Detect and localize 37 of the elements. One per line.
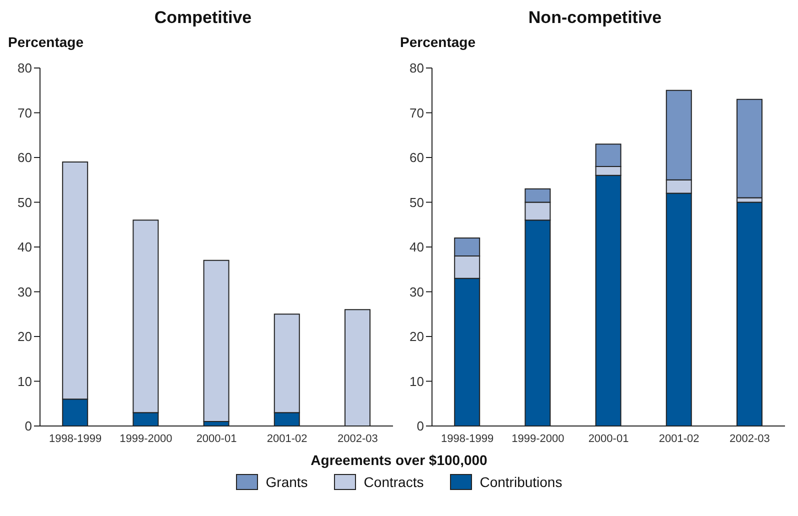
- y-tick-label: 0: [24, 418, 32, 434]
- y-tick-label: 60: [18, 150, 32, 166]
- legend-label: Contracts: [364, 474, 424, 490]
- y-tick-label: 50: [410, 194, 424, 210]
- y-tick-label: 10: [18, 374, 32, 389]
- x-tick-label: 2002-03: [338, 432, 378, 445]
- x-axis-title: Agreements over $100,000: [310, 452, 488, 468]
- y-tick-label: 80: [410, 60, 424, 76]
- x-tick-label: 2002-03: [730, 432, 770, 445]
- y-tick-label: 50: [18, 194, 32, 210]
- x-tick-label: 2001-02: [658, 432, 700, 445]
- y-tick-label: 30: [18, 284, 32, 300]
- y-tick-label: 80: [18, 60, 32, 76]
- bar: [203, 260, 230, 422]
- x-tick-label: 1999-2000: [120, 432, 172, 445]
- legend-label: Grants: [266, 474, 308, 490]
- y-tick-label: 60: [410, 150, 424, 166]
- x-tick-label: 1998-1999: [48, 432, 102, 445]
- y-axis-title: Percentage: [400, 34, 476, 50]
- y-tick-label: 40: [410, 240, 424, 255]
- chart-title: Non-competitive: [527, 8, 663, 28]
- x-tick-label: 2001-02: [266, 432, 308, 445]
- y-tick-label: 40: [18, 240, 32, 255]
- legend-label: Contributions: [480, 474, 562, 490]
- y-tick-label: 20: [18, 329, 32, 344]
- y-tick-label: 0: [416, 418, 424, 434]
- y-tick-label: 70: [410, 105, 424, 120]
- y-axis-title: Percentage: [8, 34, 84, 50]
- y-tick-label: 70: [18, 105, 32, 120]
- y-tick-label: 20: [410, 329, 424, 344]
- x-tick-label: 1999-2000: [512, 432, 564, 445]
- chart-title: Competitive: [153, 8, 253, 28]
- x-tick-label: 2000-01: [588, 432, 629, 445]
- y-tick-label: 10: [410, 374, 424, 389]
- y-tick-label: 30: [410, 284, 424, 300]
- x-tick-label: 2000-01: [196, 432, 237, 445]
- x-tick-label: 1998-1999: [440, 432, 494, 445]
